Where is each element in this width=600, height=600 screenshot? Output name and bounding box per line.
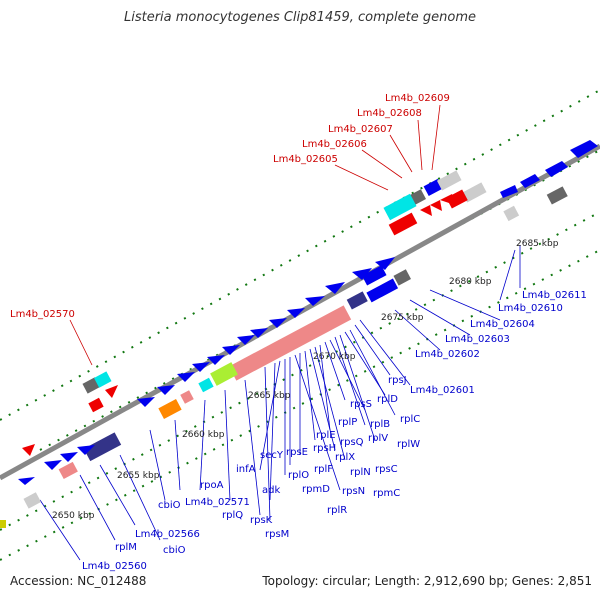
- gene-label: rpmD: [302, 484, 330, 495]
- gene-label: rplP: [338, 417, 357, 428]
- gene-label: rpsE: [286, 447, 308, 458]
- gene-label: rpsN: [342, 486, 365, 497]
- gene-label: Lm4b_02601: [410, 385, 475, 396]
- map-title: Listeria monocytogenes Clip81459, comple…: [123, 10, 476, 25]
- gene-label: rpmC: [373, 488, 400, 499]
- gene-misc: [82, 186, 568, 394]
- gene-label: cbiO: [158, 500, 181, 511]
- accession-text: Accession: NC_012488: [10, 574, 147, 588]
- gene-label: Lm4b_02610: [498, 303, 563, 314]
- tick-label: 2680 kbp: [449, 277, 492, 287]
- gene-label: Lm4b_02611: [522, 290, 587, 301]
- gene-label: rpsQ: [340, 437, 364, 448]
- gene-label: Lm4b_02605: [273, 154, 338, 165]
- gene-label: Lm4b_02608: [357, 108, 422, 119]
- gene-label: adk: [262, 485, 280, 496]
- outer-dotted-track: [0, 89, 600, 561]
- red-gene-labels: Lm4b_02609 Lm4b_02608 Lm4b_02607 Lm4b_02…: [10, 93, 450, 320]
- gene-label: rplV: [368, 433, 388, 444]
- gene-label: rpsK: [250, 515, 273, 526]
- gene-arrows-row: [18, 257, 395, 485]
- gene-label: rplO: [288, 470, 309, 481]
- gene-label: cbiO: [163, 545, 186, 556]
- tick-label: 2670 kbp: [313, 352, 356, 362]
- gene-label: infA: [236, 464, 256, 475]
- tick-label: 2675 kbp: [381, 313, 424, 323]
- gene-label: Lm4b_02570: [10, 309, 75, 320]
- gene-track-upper: [0, 140, 598, 528]
- gene-label: rpsS: [350, 399, 372, 410]
- gene-label: Lm4b_02560: [82, 561, 147, 572]
- leader-lines-red: [69, 104, 441, 366]
- gene-label: Lm4b_02604: [470, 319, 535, 330]
- gene-label: Lm4b_02571: [185, 497, 250, 508]
- tick-label: 2685 kbp: [516, 239, 559, 249]
- gene-label: rplC: [400, 414, 420, 425]
- scale-labels: 2650 kbp 2655 kbp 2660 kbp 2665 kbp 2670…: [52, 239, 559, 521]
- gene-label: rpsM: [265, 529, 289, 540]
- gene-label: rpsC: [375, 464, 398, 475]
- gene-label: rplM: [115, 542, 137, 553]
- gene-label: Lm4b_02609: [385, 93, 450, 104]
- gene-label: rplF: [314, 464, 333, 475]
- gene-label: rplW: [397, 439, 420, 450]
- gene-label: Lm4b_02602: [415, 349, 480, 360]
- gene-label: rplB: [370, 419, 390, 430]
- gene-label: rpsJ: [388, 375, 407, 386]
- tick-label: 2665 kbp: [248, 391, 291, 401]
- gene-track-red: [22, 189, 468, 456]
- genome-summary: Topology: circular; Length: 2,912,690 bp…: [262, 574, 592, 588]
- gene-label: rplQ: [222, 510, 243, 521]
- gene-label: rplN: [350, 467, 371, 478]
- tick-label: 2660 kbp: [182, 430, 225, 440]
- leader-lines: [39, 245, 521, 561]
- gene-label: secY: [260, 450, 284, 461]
- gene-label: rpsH: [313, 443, 336, 454]
- gene-label: rpoA: [200, 480, 224, 491]
- gene-label: rplX: [335, 452, 355, 463]
- gene-label: Lm4b_02566: [135, 529, 200, 540]
- gene-label: Lm4b_02607: [328, 124, 393, 135]
- gene-label: Lm4b_02606: [302, 139, 367, 150]
- gene-label: Lm4b_02603: [445, 334, 510, 345]
- tick-label: 2655 kbp: [117, 471, 160, 481]
- blue-gene-labels: Lm4b_02611 Lm4b_02610 Lm4b_02604 Lm4b_02…: [82, 290, 587, 572]
- gene-label: rplD: [377, 394, 398, 405]
- tick-label: 2650 kbp: [52, 511, 95, 521]
- gene-label: rplE: [316, 430, 336, 441]
- gene-label: rplR: [327, 505, 347, 516]
